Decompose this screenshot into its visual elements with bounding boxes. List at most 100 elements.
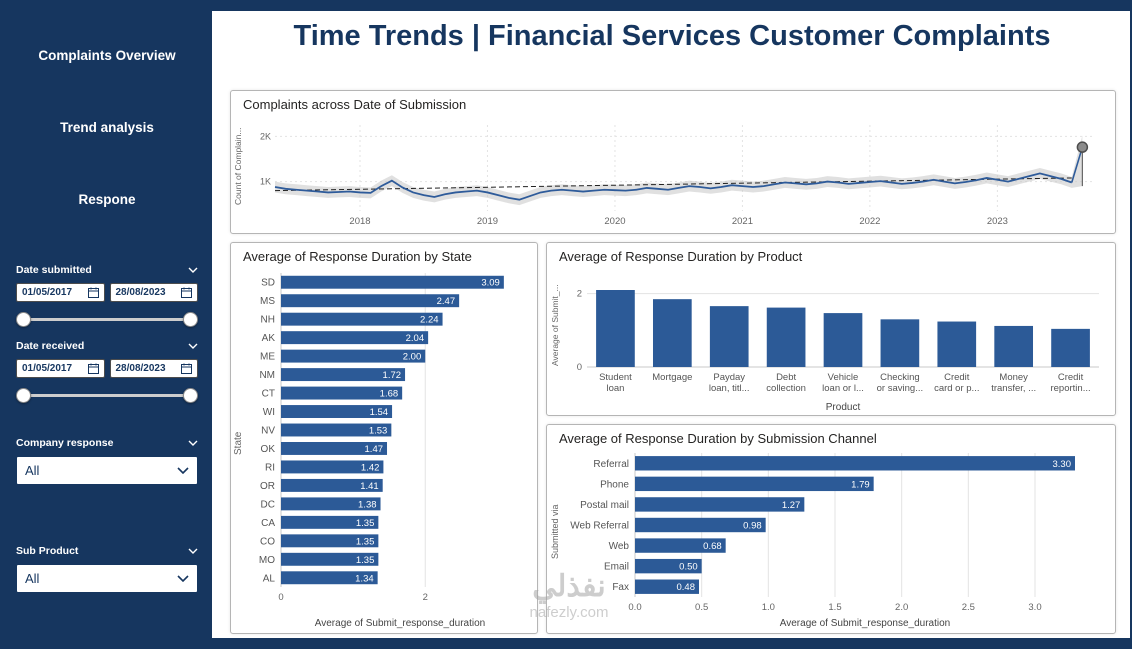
date-submitted-end-input[interactable]: 28/08/2023 (109, 283, 198, 302)
slider-handle-start[interactable] (16, 312, 31, 327)
category-label: DC (261, 499, 275, 510)
slider-handle-end[interactable] (183, 312, 198, 327)
x-axis-title: Average of Submit_response_duration (780, 618, 950, 629)
slicer-sub-product-label: Sub Product (16, 545, 79, 557)
forecast-point[interactable] (1076, 141, 1089, 153)
sub-product-dropdown[interactable]: All (16, 564, 198, 593)
date-received-start-input[interactable]: 01/05/2017 (16, 359, 105, 378)
category-label: Web Referral (570, 521, 629, 532)
card-duration-by-product: Average of Response Duration by Product … (546, 242, 1116, 416)
bar-nm[interactable] (281, 368, 406, 382)
bar-web[interactable] (635, 538, 726, 553)
category-label: ME (260, 352, 275, 363)
bar-dc[interactable] (281, 497, 381, 511)
company-response-dropdown[interactable]: All (16, 456, 198, 485)
date-received-range-slider[interactable] (16, 387, 198, 403)
slider-track[interactable] (22, 394, 192, 397)
category-label: Phone (600, 479, 629, 490)
bar-web-referral[interactable] (635, 517, 766, 533)
calendar-icon[interactable] (181, 363, 192, 374)
bar-al[interactable] (281, 571, 378, 585)
bar-checking-or-saving-[interactable] (880, 319, 920, 367)
bar-value-label: 1.53 (369, 426, 388, 437)
bar-mortgage[interactable] (652, 299, 692, 367)
bar-co[interactable] (281, 534, 379, 548)
sidebar-nav: Complaints Overview Trend analysis Respo… (16, 48, 198, 207)
category-label: AK (262, 333, 276, 344)
calendar-icon[interactable] (87, 363, 99, 374)
bar-student-loan[interactable] (596, 290, 635, 367)
axis-tick-label: 2022 (859, 216, 880, 227)
bar-value-label: 0.50 (679, 562, 698, 573)
sub-product-selected-value: All (25, 571, 40, 586)
slicer-sub-product-header[interactable]: Sub Product (16, 545, 198, 557)
bar-ak[interactable] (281, 331, 429, 345)
bar-nh[interactable] (281, 312, 443, 326)
bar-fax[interactable] (635, 579, 699, 594)
date-received-end-input[interactable]: 28/08/2023 (109, 359, 198, 378)
horizontal-bar-chart: 0 2 Average of Submit_response_duration SD 3… (259, 273, 504, 629)
forecast-segment (1070, 146, 1084, 183)
chart-title: Complaints across Date of Submission (243, 97, 467, 112)
vertical-bar-chart: 0 2 Student loan Mortgage Payday loan, titl...… (577, 289, 1099, 413)
chevron-down-icon[interactable] (188, 267, 198, 273)
nav-complaints-overview[interactable]: Complaints Overview (38, 48, 176, 63)
bar-wi[interactable] (281, 405, 393, 418)
y-axis-title: Count of Complain... (233, 127, 243, 205)
bar-ok[interactable] (281, 442, 388, 455)
bar-phone[interactable] (635, 476, 874, 492)
category-label: Vehicle loan or l... (822, 372, 864, 394)
nav-response[interactable]: Respone (78, 192, 136, 207)
category-label: NV (261, 426, 275, 437)
bar-value-label: 2.04 (406, 333, 425, 344)
calendar-icon[interactable] (181, 287, 192, 298)
category-label: AL (263, 573, 276, 584)
bar-mo[interactable] (281, 552, 379, 566)
bar-ct[interactable] (281, 386, 403, 400)
bar-nv[interactable] (281, 423, 392, 437)
category-label: SD (261, 278, 275, 289)
bar-payday-loan-titl-[interactable] (709, 306, 749, 367)
bar-or[interactable] (281, 478, 383, 492)
slicer-date-submitted-header[interactable]: Date submitted (16, 264, 198, 276)
bar-value-label: 1.35 (356, 555, 375, 566)
confidence-band (275, 135, 1083, 206)
complaints-line-series[interactable] (274, 172, 1073, 201)
date-submitted-start-value: 01/05/2017 (22, 287, 73, 298)
bar-email[interactable] (635, 558, 702, 574)
bar-credit-reportin-[interactable] (1051, 328, 1090, 367)
bar-referral[interactable] (635, 456, 1075, 471)
bar-ms[interactable] (281, 294, 460, 308)
card-duration-by-channel: Average of Response Duration by Submissi… (546, 424, 1116, 634)
bar-ca[interactable] (281, 515, 379, 529)
date-submitted-inputs: 01/05/2017 28/08/2023 (16, 283, 198, 302)
bar-vehicle-loan-or-l-[interactable] (823, 313, 863, 367)
nav-trend-analysis[interactable]: Trend analysis (60, 120, 154, 135)
bar-value-label: 0.48 (677, 582, 696, 593)
category-label: Email (604, 562, 629, 573)
bar-value-label: 1.35 (356, 536, 375, 547)
slicer-date-received-header[interactable]: Date received (16, 340, 198, 352)
bar-ri[interactable] (281, 460, 384, 474)
bar-me[interactable] (281, 349, 426, 363)
chevron-down-icon[interactable] (188, 548, 198, 554)
bar-credit-card-or-p-[interactable] (937, 321, 977, 367)
slicer-company-response-header[interactable]: Company response (16, 437, 198, 449)
bar-postal-mail[interactable] (635, 497, 805, 512)
chevron-down-icon[interactable] (188, 440, 198, 446)
category-label: Money transfer, ... (991, 372, 1036, 394)
calendar-icon[interactable] (87, 287, 99, 298)
slider-handle-start[interactable] (16, 388, 31, 403)
sidebar: Complaints Overview Trend analysis Respo… (2, 2, 212, 647)
bar-debt-collection[interactable] (766, 307, 806, 367)
date-submitted-start-input[interactable]: 01/05/2017 (16, 283, 105, 302)
slider-track[interactable] (22, 318, 192, 321)
date-submitted-range-slider[interactable] (16, 311, 198, 327)
bar-money-transfer-[interactable] (994, 325, 1034, 367)
bar-sd[interactable] (281, 275, 504, 289)
category-label: CA (261, 518, 275, 529)
bar-value-label: 2.47 (437, 296, 456, 307)
slider-handle-end[interactable] (183, 388, 198, 403)
slicer-date-submitted: Date submitted 01/05/2017 28/08/2023 (16, 264, 198, 327)
chevron-down-icon[interactable] (188, 343, 198, 349)
